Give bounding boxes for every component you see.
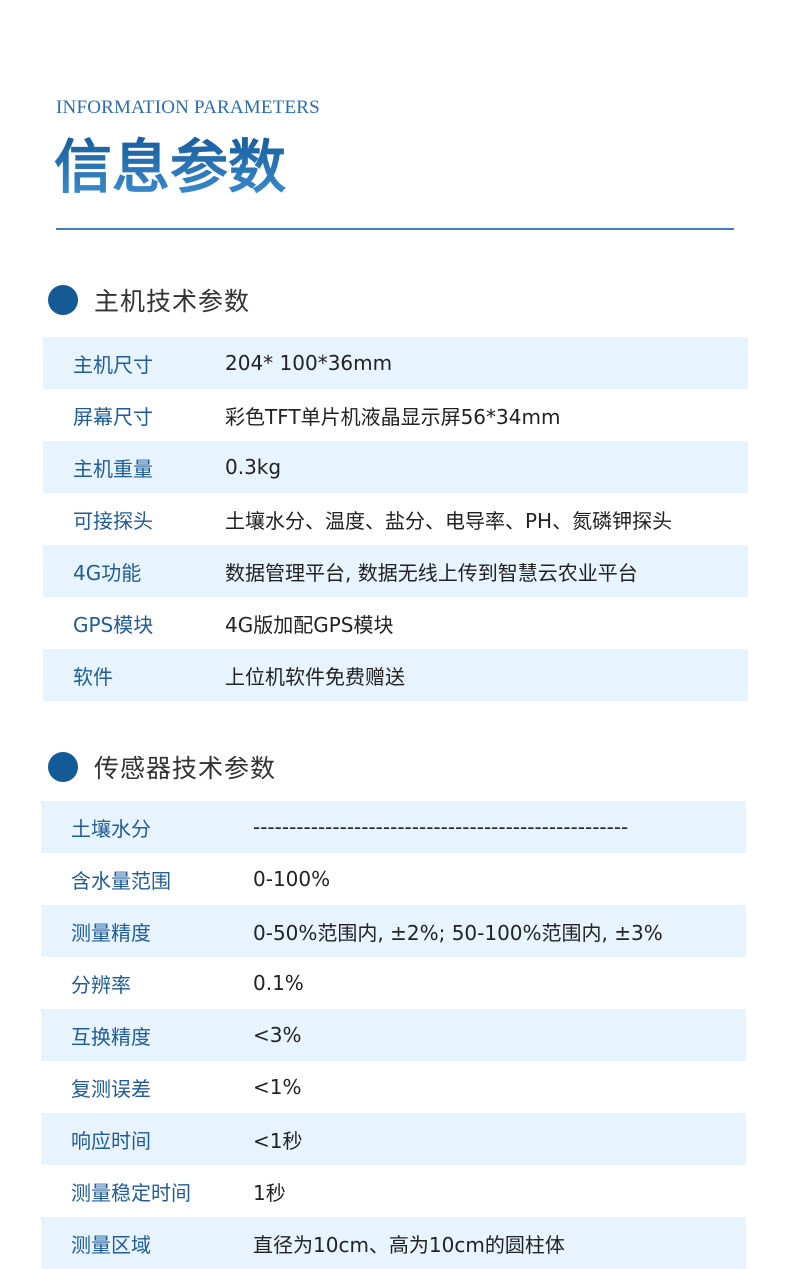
row-label: 主机尺寸 [73,352,153,377]
bullet-dot-icon [48,285,78,315]
row-value: 0.3kg [225,455,282,479]
row-value: ----------------------------------------… [253,815,629,839]
row-value: 直径为10cm、高为10cm的圆柱体 [253,1232,565,1257]
row-label: 测量精度 [71,920,151,945]
row-value: 彩色TFT单片机液晶显示屏56*34mm [225,404,561,429]
row-label: 4G功能 [73,560,142,585]
row-label: 屏幕尺寸 [73,404,153,429]
bullet-dot-icon [48,752,78,782]
row-label: 测量稳定时间 [71,1180,191,1205]
row-label: 土壤水分 [71,816,151,841]
divider [56,228,734,230]
row-value: 4G版加配GPS模块 [225,612,394,637]
row-value: <1% [253,1075,302,1099]
row-label: 软件 [73,664,113,689]
section-title: 传感器技术参数 [94,754,277,783]
table-row: 测量稳定时间 1秒 [41,1165,746,1217]
page-title: 信息参数 [54,133,287,201]
row-value: 上位机软件免费赠送 [225,664,405,689]
table-row: 测量区域 直径为10cm、高为10cm的圆柱体 [41,1217,746,1269]
row-value: 1秒 [253,1180,286,1205]
row-label: 分辨率 [71,972,131,997]
row-value: 0-50%范围内, ±2%; 50-100%范围内, ±3% [253,920,663,945]
row-label: 复测误差 [71,1076,151,1101]
table-row: 响应时间 <1秒 [41,1113,746,1165]
row-value: 土壤水分、温度、盐分、电导率、PH、氮磷钾探头 [225,508,673,533]
table-row: 主机尺寸 204* 100*36mm [43,337,748,389]
row-label: 含水量范围 [71,868,171,893]
row-value: <3% [253,1023,302,1047]
table-row: 含水量范围 0-100% [41,853,746,905]
row-label: 测量区域 [71,1232,151,1257]
table-row: 主机重量 0.3kg [43,441,748,493]
table-row: 复测误差 <1% [41,1061,746,1113]
table-row: 屏幕尺寸 彩色TFT单片机液晶显示屏56*34mm [43,389,748,441]
subtitle-en: INFORMATION PARAMETERS [56,97,320,118]
sensor-spec-table: 土壤水分 ------------------------------------… [41,801,746,1269]
row-label: 主机重量 [73,456,153,481]
row-label: GPS模块 [73,612,154,637]
table-row: 分辨率 0.1% [41,957,746,1009]
row-label: 响应时间 [71,1128,151,1153]
row-value: 0-100% [253,867,331,891]
table-row: 测量精度 0-50%范围内, ±2%; 50-100%范围内, ±3% [41,905,746,957]
host-spec-table: 主机尺寸 204* 100*36mm 屏幕尺寸 彩色TFT单片机液晶显示屏56*34m… [43,337,748,701]
row-label: 可接探头 [73,508,153,533]
table-row: 可接探头 土壤水分、温度、盐分、电导率、PH、氮磷钾探头 [43,493,748,545]
section-host-heading: 主机技术参数 [48,282,250,318]
section-sensor-heading: 传感器技术参数 [48,749,276,785]
table-row: GPS模块 4G版加配GPS模块 [43,597,748,649]
table-row: 软件 上位机软件免费赠送 [43,649,748,701]
row-label: 互换精度 [71,1024,151,1049]
row-value: 0.1% [253,971,304,995]
table-row: 4G功能 数据管理平台, 数据无线上传到智慧云农业平台 [43,545,748,597]
table-row: 土壤水分 ------------------------------------… [41,801,746,853]
row-value: 204* 100*36mm [225,351,393,375]
table-row: 互换精度 <3% [41,1009,746,1061]
row-value: 数据管理平台, 数据无线上传到智慧云农业平台 [225,560,638,585]
section-title: 主机技术参数 [94,287,251,316]
row-value: <1秒 [253,1128,303,1153]
